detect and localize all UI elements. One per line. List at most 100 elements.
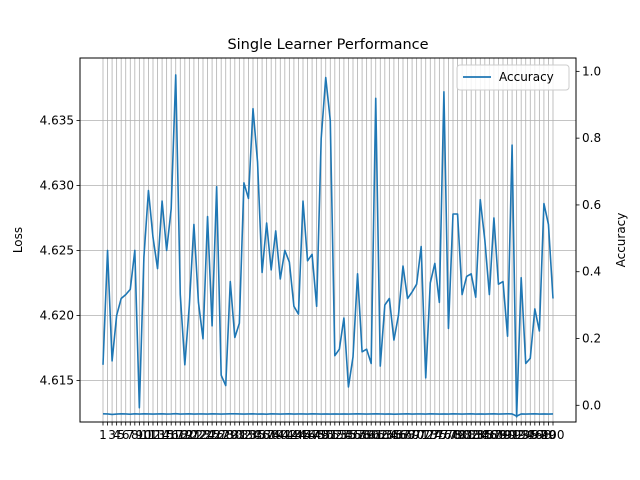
x-tick-label-34: 35 (250, 428, 265, 442)
x-tick-label-15: 16 (164, 428, 179, 442)
x-tick-label-8: 9 (136, 428, 144, 442)
x-tick-label-94: 95 (523, 428, 538, 442)
x-tick-label-99: 100 (542, 428, 565, 442)
x-tick-label-24: 25 (204, 428, 219, 442)
y-left-tick-label-2: 4.620 (40, 308, 74, 322)
x-tick-label-47: 48 (309, 428, 324, 442)
x-tick-label-9: 10 (136, 428, 151, 442)
y-right-tick-label-3: 0.4 (582, 265, 601, 279)
x-tick-label-41: 42 (282, 428, 297, 442)
x-tick-label-97: 98 (536, 428, 551, 442)
x-tick-label-39: 40 (273, 428, 288, 442)
x-tick-label-63: 64 (382, 428, 397, 442)
x-tick-label-26: 27 (214, 428, 229, 442)
x-tick-label-95: 96 (527, 428, 542, 442)
x-tick-label-93: 94 (518, 428, 533, 442)
x-tick-label-96: 97 (532, 428, 547, 442)
x-tick-label-83: 84 (473, 428, 488, 442)
x-tick-label-7: 8 (131, 428, 139, 442)
x-tick-label-98: 99 (541, 428, 556, 442)
x-tick-label-57: 58 (354, 428, 369, 442)
x-tick-label-6: 7 (126, 428, 134, 442)
x-tick-label-85: 86 (482, 428, 497, 442)
x-tick-label-61: 62 (373, 428, 388, 442)
x-tick-label-82: 83 (468, 428, 483, 442)
x-tick-label-33: 34 (245, 428, 260, 442)
y-left-tick-label-3: 4.625 (40, 243, 74, 257)
x-tick-label-68: 69 (404, 428, 419, 442)
y-right-tick-label-5: 0.8 (582, 131, 601, 145)
x-tick-label-88: 89 (495, 428, 510, 442)
y-right-tick-label-2: 0.2 (582, 332, 601, 346)
x-tick-label-35: 36 (254, 428, 269, 442)
series-line-accuracy (102, 74, 554, 418)
legend-label-accuracy: Accuracy (499, 70, 554, 84)
left-axis: 4.615 4.620 4.625 4.630 4.635 (40, 113, 80, 387)
x-tick-label-43: 44 (291, 428, 306, 442)
x-tick-label-80: 81 (459, 428, 474, 442)
x-tick-label-17: 18 (173, 428, 188, 442)
x-tick-label-77: 78 (445, 428, 460, 442)
x-tick-label-49: 50 (318, 428, 333, 442)
x-tick-label-19: 20 (182, 428, 197, 442)
x-tick-label-4: 5 (117, 428, 125, 442)
x-tick-label-58: 59 (359, 428, 374, 442)
x-tick-label-18: 19 (177, 428, 192, 442)
x-tick-label-76: 77 (441, 428, 456, 442)
x-tick-label-2: 3 (108, 428, 116, 442)
x-tick-label-59: 60 (364, 428, 379, 442)
x-tick-label-56: 57 (350, 428, 365, 442)
x-tick-label-37: 38 (264, 428, 279, 442)
x-tick-label-42: 43 (286, 428, 301, 442)
x-tick-label-27: 28 (218, 428, 233, 442)
x-tick-label-87: 88 (491, 428, 506, 442)
x-tick-label-72: 73 (423, 428, 438, 442)
x-tick-label-78: 79 (450, 428, 465, 442)
x-tick-label-22: 23 (195, 428, 210, 442)
legend-box (456, 64, 570, 91)
x-tick-label-51: 52 (327, 428, 342, 442)
x-tick-label-67: 68 (400, 428, 415, 442)
chart-title: Single Learner Performance (227, 37, 428, 53)
y-left-tick-label-5: 4.635 (40, 113, 74, 127)
x-tick-label-25: 26 (209, 428, 224, 442)
x-tick-label-71: 72 (418, 428, 433, 442)
x-tick-label-86: 87 (486, 428, 501, 442)
x-tick-label-21: 22 (191, 428, 206, 442)
x-tick-label-52: 53 (332, 428, 347, 442)
legend: Accuracy (456, 64, 570, 91)
x-tick-label-30: 31 (232, 428, 247, 442)
grid (80, 58, 576, 422)
x-tick-label-84: 85 (477, 428, 492, 442)
x-tick-label-55: 56 (345, 428, 360, 442)
x-tick-label-38: 39 (268, 428, 283, 442)
series (102, 74, 554, 418)
x-tick-label-91: 92 (509, 428, 524, 442)
x-tick-label-3: 4 (113, 428, 121, 442)
right-axis: 0.0 0.2 0.4 0.6 0.8 1.0 (576, 64, 601, 412)
y-axis-right-label: Accuracy (614, 213, 628, 268)
x-tick-label-46: 47 (304, 428, 319, 442)
x-tick-label-44: 45 (295, 428, 310, 442)
x-tick-label-69: 70 (409, 428, 424, 442)
y-right-tick-label-4: 0.6 (582, 198, 601, 212)
x-tick-label-36: 37 (259, 428, 274, 442)
x-tick-label-60: 61 (368, 428, 383, 442)
x-tick-label-50: 51 (323, 428, 338, 442)
x-tick-label-75: 76 (436, 428, 451, 442)
plot-frame (79, 57, 577, 423)
x-tick-label-53: 54 (336, 428, 351, 442)
x-tick-label-31: 32 (236, 428, 251, 442)
y-left-tick-label-1: 4.615 (40, 373, 74, 387)
y-axis-left-label: Loss (11, 227, 25, 253)
x-tick-label-45: 46 (300, 428, 315, 442)
x-tick-label-29: 30 (227, 428, 242, 442)
x-tick-label-40: 41 (277, 428, 292, 442)
x-tick-label-23: 24 (200, 428, 215, 442)
series-line-2 (102, 412, 554, 417)
x-tick-label-65: 66 (391, 428, 406, 442)
x-tick-label-89: 90 (500, 428, 515, 442)
x-tick-label-90: 91 (504, 428, 519, 442)
x-tick-label-92: 93 (514, 428, 529, 442)
